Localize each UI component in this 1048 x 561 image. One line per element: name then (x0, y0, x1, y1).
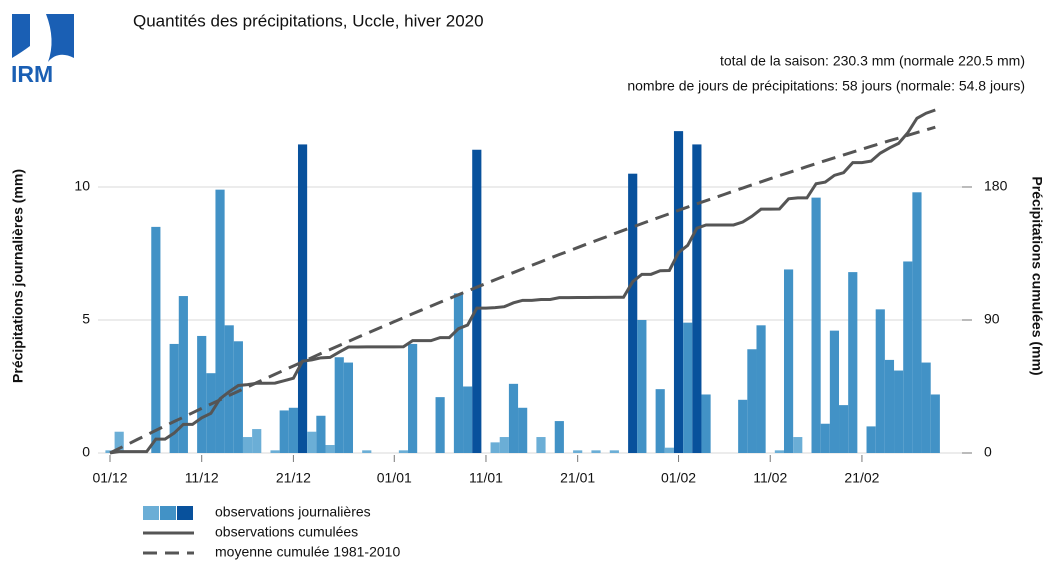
subtitle: total de la saison: 230.3 mm (normale 22… (720, 53, 1025, 69)
bar (490, 442, 500, 453)
y2-tick-label: 180 (984, 178, 1008, 194)
legend-label: observations cumulées (215, 524, 358, 540)
bar (921, 362, 931, 453)
bar (673, 131, 684, 453)
bar (793, 437, 803, 453)
chart-title: Quantités des précipitations, Uccle, hiv… (133, 11, 484, 30)
x-tick-label: 21/01 (560, 470, 595, 486)
bar (738, 399, 748, 453)
bar (316, 415, 326, 453)
y2-tick-label: 90 (984, 311, 1000, 327)
legend-swatch (160, 506, 176, 520)
bar (701, 394, 711, 453)
bar (774, 450, 784, 453)
legend-label: observations journalières (215, 504, 371, 520)
x-tick-label: 11/12 (185, 470, 219, 486)
bar (224, 325, 234, 453)
y-tick-label: 10 (74, 178, 90, 194)
bar (591, 450, 601, 453)
bar (756, 325, 766, 453)
y2-axis-label: Précipitations cumulées (mm) (1029, 176, 1045, 375)
bar (499, 437, 509, 453)
bar (114, 431, 124, 453)
x-tick-label: 01/02 (661, 470, 696, 486)
bar (279, 410, 289, 453)
bar (573, 450, 583, 453)
bar (637, 319, 647, 453)
bar (178, 296, 188, 453)
logo-text: IRM (11, 61, 53, 87)
bar (783, 269, 794, 453)
bar (609, 450, 619, 453)
bar (884, 359, 895, 453)
bar (169, 343, 179, 453)
bar (215, 189, 225, 453)
bar (839, 405, 849, 453)
bar (288, 407, 298, 453)
bar (453, 293, 464, 453)
y-tick-label: 0 (82, 444, 90, 460)
bar (334, 357, 344, 453)
logo-shape (46, 14, 74, 62)
y-axis-label: Précipitations journalières (mm) (10, 169, 26, 383)
bar (554, 421, 564, 453)
x-tick-label: 11/01 (469, 470, 503, 486)
bar (518, 407, 528, 453)
bar (252, 429, 262, 453)
bar (875, 309, 885, 453)
x-tick-label: 01/01 (377, 470, 412, 486)
bar (820, 423, 830, 453)
logo-shape (12, 14, 30, 58)
bar (472, 149, 482, 453)
bar (398, 450, 409, 453)
bar (307, 431, 317, 453)
bar (362, 450, 372, 453)
bar (683, 322, 693, 453)
bar (628, 173, 638, 453)
bar (408, 343, 418, 453)
y-tick-label: 5 (82, 311, 90, 327)
bar (829, 330, 840, 453)
bar (848, 272, 858, 453)
bar (325, 445, 335, 453)
x-tick-label: 11/02 (753, 470, 787, 486)
legend-swatch (143, 506, 159, 520)
x-tick-label: 01/12 (92, 470, 127, 486)
legend-swatch (177, 506, 193, 520)
bar (894, 370, 904, 453)
bar (270, 450, 280, 453)
y2-tick-label: 0 (984, 444, 992, 460)
bar (692, 144, 702, 454)
logo: IRM (11, 14, 74, 87)
bar (866, 426, 876, 453)
bar (463, 386, 473, 453)
bar (903, 261, 913, 453)
legend-label: moyenne cumulée 1981-2010 (215, 544, 400, 560)
bar (242, 437, 253, 453)
bar (664, 447, 674, 453)
normal-line (109, 125, 936, 455)
bar (197, 335, 207, 453)
bar (151, 226, 161, 453)
bar (233, 341, 243, 453)
bar (912, 192, 922, 453)
bar (297, 144, 308, 454)
bar (811, 197, 821, 453)
bar (343, 362, 354, 453)
subtitle: nombre de jours de précipitations: 58 jo… (627, 78, 1025, 94)
bar (435, 397, 445, 453)
bar (508, 383, 519, 453)
bar (655, 389, 665, 453)
cumulative-line (109, 108, 936, 455)
bar (747, 349, 757, 453)
x-tick-label: 21/02 (844, 470, 879, 486)
x-tick-label: 21/12 (276, 470, 311, 486)
bar (930, 394, 940, 453)
bar (536, 437, 546, 453)
